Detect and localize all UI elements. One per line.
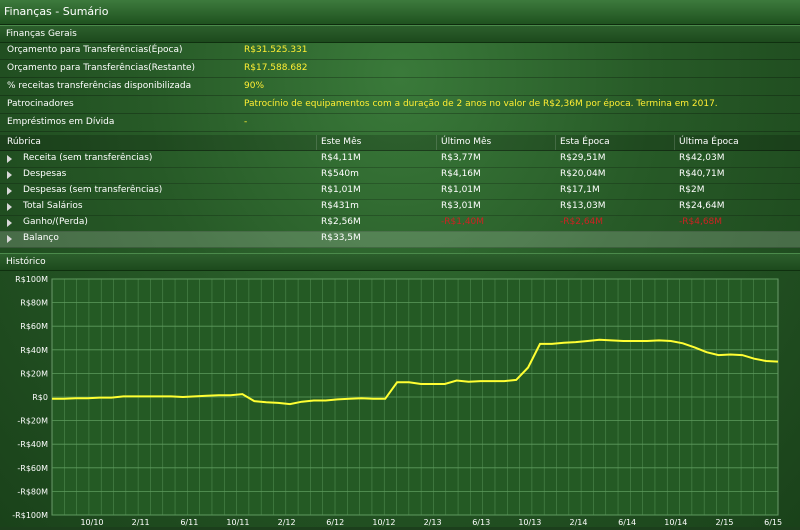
table-cell: R$42,03M — [679, 153, 725, 163]
column-divider — [555, 135, 556, 150]
balance-series-line — [52, 338, 779, 406]
table-cell: R$3,01M — [441, 201, 481, 211]
row-label: Orçamento para Transferências(Época) — [7, 45, 183, 55]
x-tick-label: 2/13 — [424, 518, 442, 527]
column-header-last-season[interactable]: Última Época — [679, 137, 739, 147]
x-tick-label: 10/12 — [372, 518, 395, 527]
y-tick-label: -R$80M — [17, 487, 48, 496]
expand-arrow-icon[interactable] — [7, 235, 12, 243]
expenses-row[interactable]: Despesas R$540m R$4,16M R$20,04M R$40,71M — [0, 167, 800, 184]
table-cell: R$2,56M — [321, 217, 361, 227]
table-cell: R$2M — [679, 185, 705, 195]
y-tick-label: R$60M — [20, 322, 48, 331]
expand-arrow-icon[interactable] — [7, 187, 12, 195]
x-tick-label: 10/11 — [226, 518, 249, 527]
column-divider — [674, 135, 675, 150]
x-tick-label: 6/12 — [326, 518, 344, 527]
x-tick-label: 2/12 — [278, 518, 296, 527]
row-name: Receita (sem transferências) — [23, 153, 153, 163]
window-title: Finanças - Sumário — [4, 5, 109, 18]
general-finances-title: Finanças Gerais — [6, 29, 77, 39]
window-title-bar: Finanças - Sumário — [0, 0, 800, 25]
table-cell: R$4,11M — [321, 153, 361, 163]
expand-arrow-icon[interactable] — [7, 219, 12, 227]
y-tick-label: R$20M — [20, 369, 48, 378]
x-tick-label: 6/11 — [180, 518, 198, 527]
table-cell: R$24,64M — [679, 201, 725, 211]
x-tick-label: 6/13 — [472, 518, 490, 527]
expenses-no-transfers-row[interactable]: Despesas (sem transferências) R$1,01M R$1,… — [0, 183, 800, 200]
y-tick-label: R$100M — [15, 275, 48, 284]
profit-loss-row[interactable]: Ganho/(Perda) R$2,56M -R$1,40M -R$2,64M -R$4… — [0, 215, 800, 232]
table-cell: R$431m — [321, 201, 359, 211]
row-name: Ganho/(Perda) — [23, 217, 88, 227]
column-header-item[interactable]: Rúbrica — [7, 137, 41, 147]
y-tick-label: -R$100M — [12, 511, 48, 520]
row-label: Orçamento para Transferências(Restante) — [7, 63, 196, 73]
column-divider — [436, 135, 437, 150]
table-cell: R$1,01M — [321, 185, 361, 195]
general-finances-header: Finanças Gerais — [0, 25, 800, 43]
row-value: - — [244, 117, 248, 127]
transfer-budget-season-row: Orçamento para Transferências(Época) R$3… — [0, 42, 800, 60]
loans-row: Empréstimos em Dívida - — [0, 114, 800, 132]
row-value: Patrocínio de equipamentos com a duração… — [244, 99, 718, 109]
expand-arrow-icon[interactable] — [7, 203, 12, 211]
sponsors-row: Patrocinadores Patrocínio de equipamento… — [0, 96, 800, 114]
y-tick-label: -R$60M — [17, 464, 48, 473]
row-name: Balanço — [23, 233, 59, 243]
table-cell: R$540m — [321, 169, 359, 179]
row-value: R$17.588.682 — [244, 63, 308, 73]
row-label: % receitas transferências disponibilizad… — [7, 81, 192, 91]
x-tick-label: 2/11 — [132, 518, 150, 527]
expand-arrow-icon[interactable] — [7, 155, 12, 163]
row-label: Empréstimos em Dívida — [7, 117, 115, 127]
x-tick-label: 10/14 — [664, 518, 687, 527]
table-cell: R$33,5M — [321, 233, 361, 243]
column-header-this-month[interactable]: Este Mês — [321, 137, 362, 147]
y-tick-label: R$40M — [20, 346, 48, 355]
total-wages-row[interactable]: Total Salários R$431m R$3,01M R$13,03M R$24,… — [0, 199, 800, 216]
table-cell: R$20,04M — [560, 169, 606, 179]
table-cell: R$3,77M — [441, 153, 481, 163]
table-cell: -R$4,68M — [679, 217, 723, 227]
table-cell: -R$1,40M — [441, 217, 485, 227]
x-tick-label: 2/14 — [570, 518, 588, 527]
x-tick-label: 2/15 — [715, 518, 733, 527]
y-tick-label: -R$40M — [17, 440, 48, 449]
table-cell: R$40,71M — [679, 169, 725, 179]
row-value: R$31.525.331 — [244, 45, 308, 55]
x-tick-label: 6/15 — [764, 518, 782, 527]
history-title: Histórico — [6, 257, 46, 267]
x-tick-label: 10/10 — [80, 518, 103, 527]
history-line-chart: R$100M R$80M R$60M R$40M R$20M R$0 -R$20M -R$40… — [12, 275, 782, 527]
table-cell: R$4,16M — [441, 169, 481, 179]
row-name: Despesas — [23, 169, 67, 179]
column-header-this-season[interactable]: Esta Época — [560, 137, 610, 147]
row-value: 90% — [244, 81, 265, 91]
column-divider — [316, 135, 317, 150]
table-cell: R$13,03M — [560, 201, 606, 211]
history-header: Histórico — [0, 253, 800, 271]
row-name: Total Salários — [23, 201, 83, 211]
table-cell: R$29,51M — [560, 153, 606, 163]
transfer-budget-remaining-row: Orçamento para Transferências(Restante) … — [0, 60, 800, 78]
y-tick-label: -R$20M — [17, 417, 48, 426]
table-cell: R$17,1M — [560, 185, 600, 195]
row-label: Patrocinadores — [7, 99, 74, 109]
history-chart: R$100M R$80M R$60M R$40M R$20M R$0 -R$20M -R$40… — [0, 256, 800, 527]
summary-table-header: Rúbrica Este Mês Último Mês Esta Época Ú… — [0, 135, 800, 151]
transfer-revenue-percent-row: % receitas transferências disponibilizad… — [0, 78, 800, 96]
revenue-row[interactable]: Receita (sem transferências) R$4,11M R$3,7… — [0, 151, 800, 168]
row-name: Despesas (sem transferências) — [23, 185, 163, 195]
balance-row[interactable]: Balanço R$33,5M — [0, 231, 800, 248]
table-cell: -R$2,64M — [560, 217, 604, 227]
y-tick-label: R$80M — [20, 299, 48, 308]
y-tick-label: R$0 — [32, 393, 48, 402]
x-tick-label: 6/14 — [618, 518, 636, 527]
column-header-last-month[interactable]: Último Mês — [441, 137, 492, 147]
x-tick-label: 10/13 — [518, 518, 541, 527]
expand-arrow-icon[interactable] — [7, 171, 12, 179]
table-cell: R$1,01M — [441, 185, 481, 195]
